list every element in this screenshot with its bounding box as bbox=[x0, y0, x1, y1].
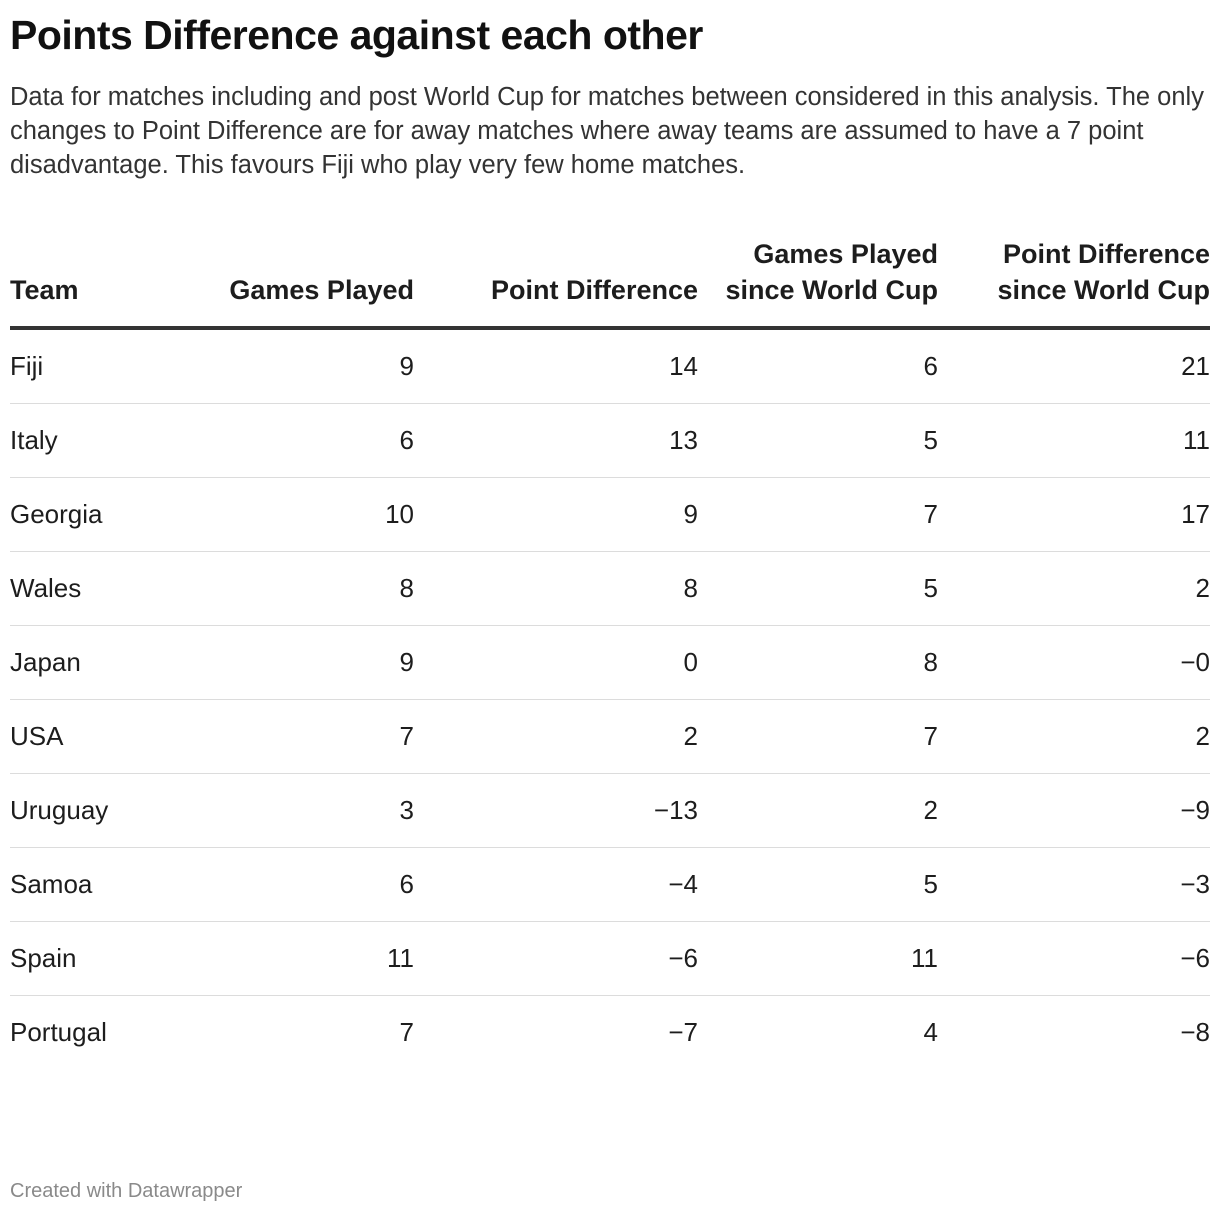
table-row: Wales 8 8 5 2 bbox=[10, 551, 1210, 626]
games-since-world-cup-cell: 7 bbox=[698, 477, 938, 552]
column-header-games-since-world-cup[interactable]: Games Played since World Cup bbox=[698, 236, 938, 330]
point-difference-cell: −6 bbox=[414, 921, 698, 996]
footer-credit: Created with Datawrapper bbox=[10, 1180, 243, 1202]
games-since-world-cup-cell: 5 bbox=[698, 847, 938, 922]
team-cell: Italy bbox=[10, 403, 193, 478]
column-header-point-difference[interactable]: Point Difference bbox=[414, 236, 698, 330]
games-since-world-cup-cell: 5 bbox=[698, 403, 938, 478]
chart-title: Points Difference against each other bbox=[10, 12, 703, 58]
team-cell: Fiji bbox=[10, 328, 193, 404]
table-row: Japan 9 0 8 −0 bbox=[10, 625, 1210, 700]
games-played-cell: 9 bbox=[193, 625, 414, 700]
games-played-cell: 9 bbox=[193, 328, 414, 404]
games-played-cell: 8 bbox=[193, 551, 414, 626]
team-cell: Georgia bbox=[10, 477, 193, 552]
team-cell: USA bbox=[10, 699, 193, 774]
point-difference-cell: 8 bbox=[414, 551, 698, 626]
point-difference-cell: 13 bbox=[414, 403, 698, 478]
point-difference-cell: −4 bbox=[414, 847, 698, 922]
point-difference-since-world-cup-cell: −9 bbox=[938, 773, 1210, 848]
point-difference-cell: −7 bbox=[668, 1017, 698, 1047]
data-table: Team Games Played Point Difference Games… bbox=[10, 236, 1210, 1069]
table-body: Fiji 9 14 6 21 Italy 6 13 5 11 Georgia 10 9 7 17 Wales 8… bbox=[10, 328, 1210, 1069]
team-cell: Portugal bbox=[10, 1017, 107, 1047]
point-difference-cell: 14 bbox=[414, 328, 698, 404]
games-played-cell: 6 bbox=[193, 847, 414, 922]
point-difference-since-world-cup-cell: −0 bbox=[938, 625, 1210, 700]
column-header-point-difference-since-world-cup[interactable]: Point Difference since World Cup bbox=[938, 236, 1210, 330]
point-difference-cell: 0 bbox=[414, 625, 698, 700]
games-played-cell: 7 bbox=[399, 1017, 414, 1047]
point-difference-cell: 9 bbox=[414, 477, 698, 552]
column-header-games-played[interactable]: Games Played bbox=[193, 236, 414, 330]
point-difference-since-world-cup-cell: 11 bbox=[938, 403, 1210, 478]
games-since-world-cup-cell: 6 bbox=[698, 328, 938, 404]
games-since-world-cup-cell: 5 bbox=[698, 551, 938, 626]
point-difference-since-world-cup-cell: 2 bbox=[938, 551, 1210, 626]
games-since-world-cup-cell: 4 bbox=[923, 1017, 938, 1047]
games-since-world-cup-cell: 7 bbox=[698, 699, 938, 774]
point-difference-since-world-cup-cell: −3 bbox=[938, 847, 1210, 922]
point-difference-since-world-cup-cell: −6 bbox=[938, 921, 1210, 996]
point-difference-cell: −13 bbox=[414, 773, 698, 848]
point-difference-since-world-cup-cell: 2 bbox=[938, 699, 1210, 774]
point-difference-since-world-cup-cell: 21 bbox=[938, 328, 1210, 404]
games-since-world-cup-cell: 2 bbox=[698, 773, 938, 848]
point-difference-cell: 2 bbox=[414, 699, 698, 774]
team-cell: Spain bbox=[10, 921, 193, 996]
games-played-cell: 3 bbox=[193, 773, 414, 848]
team-cell: Uruguay bbox=[10, 773, 193, 848]
column-header-team[interactable]: Team bbox=[10, 236, 193, 330]
games-played-cell: 7 bbox=[193, 699, 414, 774]
table-row: Fiji 9 14 6 21 bbox=[10, 328, 1210, 404]
games-played-cell: 6 bbox=[193, 403, 414, 478]
table-row: Uruguay 3 −13 2 −9 bbox=[10, 773, 1210, 848]
games-played-cell: 10 bbox=[193, 477, 414, 552]
table-row: USA 7 2 7 2 bbox=[10, 699, 1210, 774]
table-row: Spain 11 −6 11 −6 bbox=[10, 921, 1210, 996]
table-row: Italy 6 13 5 11 bbox=[10, 403, 1210, 478]
table-row: Samoa 6 −4 5 −3 bbox=[10, 847, 1210, 922]
point-difference-since-world-cup-cell: −8 bbox=[1180, 1017, 1210, 1047]
point-difference-since-world-cup-cell: 17 bbox=[938, 477, 1210, 552]
table-row: Portugal 7 −7 4 −8 bbox=[10, 996, 1210, 1070]
team-cell: Japan bbox=[10, 625, 193, 700]
table-row: Georgia 10 9 7 17 bbox=[10, 477, 1210, 552]
team-cell: Wales bbox=[10, 551, 193, 626]
team-cell: Samoa bbox=[10, 847, 193, 922]
header-row: Team Games Played Point Difference Games… bbox=[10, 236, 1210, 330]
games-since-world-cup-cell: 11 bbox=[698, 921, 938, 996]
games-played-cell: 11 bbox=[193, 921, 414, 996]
games-since-world-cup-cell: 8 bbox=[698, 625, 938, 700]
chart-description: Data for matches including and post Worl… bbox=[10, 83, 1204, 179]
